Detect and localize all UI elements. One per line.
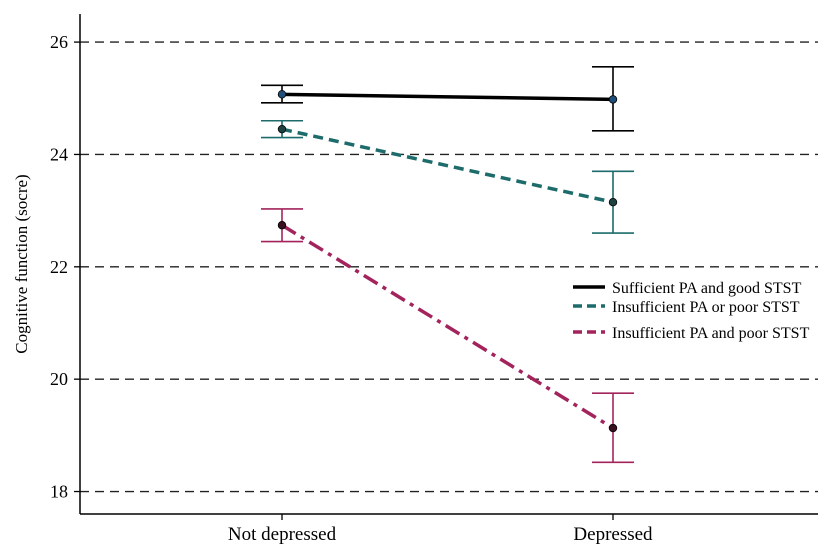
y-tick-label: 22 xyxy=(50,257,68,277)
data-point xyxy=(277,124,287,134)
y-ticks: 18 20 22 24 26 xyxy=(50,32,80,502)
y-tick-label: 20 xyxy=(50,369,68,389)
legend-label: Insufficient PA or poor STST xyxy=(612,299,800,316)
legend-label: Insufficient PA and poor STST xyxy=(612,325,810,342)
series xyxy=(261,208,634,464)
data-point xyxy=(608,198,618,207)
x-tick-label: Depressed xyxy=(573,524,653,545)
series-line xyxy=(281,223,614,430)
series-group xyxy=(261,66,634,464)
y-tick-label: 24 xyxy=(50,144,68,164)
data-point xyxy=(608,423,618,433)
y-axis-label: Cognitive function (socre) xyxy=(12,174,31,353)
axes xyxy=(79,14,818,515)
legend-label: Sufficient PA and good STST xyxy=(612,280,802,297)
legend: Sufficient PA and good STST Insufficient … xyxy=(573,280,810,342)
x-tick-label: Not depressed xyxy=(228,524,337,545)
x-ticks: Not depressed Depressed xyxy=(228,514,653,545)
y-tick-label: 18 xyxy=(50,482,68,502)
gridlines xyxy=(80,41,818,493)
data-point xyxy=(277,90,287,99)
series-line xyxy=(281,127,614,204)
series xyxy=(261,66,634,132)
series xyxy=(261,119,634,234)
data-point xyxy=(608,95,618,104)
y-tick-label: 26 xyxy=(50,32,68,52)
series-line xyxy=(281,92,614,102)
data-point xyxy=(277,221,287,230)
